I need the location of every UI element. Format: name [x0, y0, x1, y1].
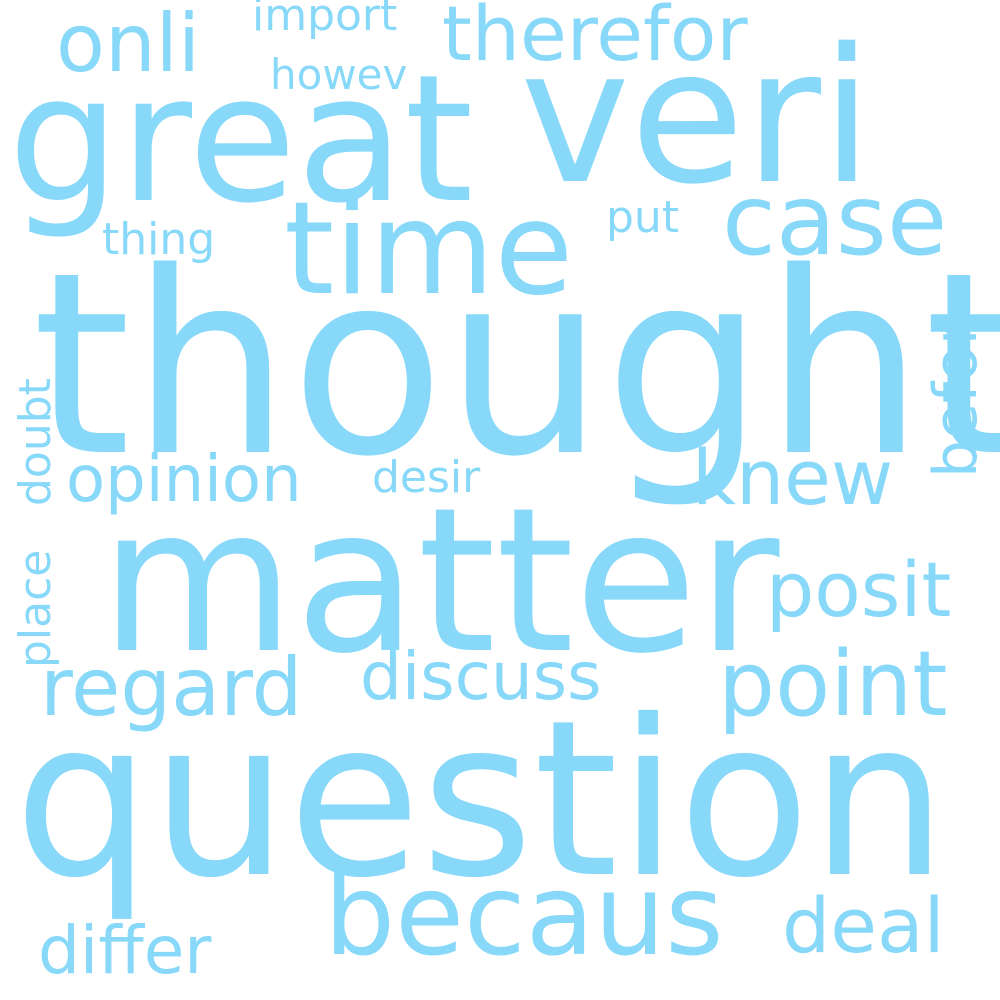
word-desir: desir [372, 452, 481, 503]
word-posit: posit [766, 545, 952, 634]
word-put: put [606, 192, 680, 243]
word-differ: differ [38, 912, 212, 989]
word-question: question [14, 674, 948, 925]
word-onli: onli [56, 0, 201, 90]
word-thing: thing [102, 214, 216, 265]
word-great: great [8, 37, 474, 242]
word-veri: veri [520, 8, 873, 225]
word-becaus: becaus [324, 851, 724, 981]
word-time: time [284, 175, 574, 324]
word-knew: knew [692, 433, 894, 522]
word-place: place [10, 549, 61, 668]
word-therefor: therefor [442, 0, 748, 78]
word-import: import [252, 0, 398, 41]
word-case: case [722, 164, 948, 278]
word-howev: howev [270, 50, 408, 99]
word-opinion: opinion [66, 443, 302, 517]
word-matter: matter [100, 465, 780, 698]
word-deal: deal [782, 881, 945, 970]
word-point: point [718, 632, 948, 737]
word-regard: regard [40, 641, 303, 734]
word-befor: befor [921, 320, 991, 479]
word-discuss: discuss [360, 638, 602, 715]
word-thought: thought [32, 219, 1000, 512]
word-doubt: doubt [10, 378, 61, 506]
